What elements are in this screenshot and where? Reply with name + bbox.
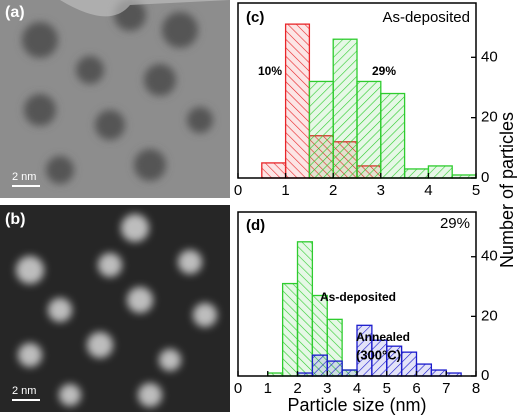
y-tick-label: 40 — [481, 48, 498, 65]
scale-label: 2 nm — [12, 171, 36, 183]
scale-label: 2 nm — [12, 385, 36, 397]
y-tick-label: 0 — [481, 169, 489, 186]
panel-label: (c) — [246, 9, 264, 26]
x-tick-label: 7 — [442, 380, 450, 397]
bar — [261, 162, 287, 179]
bar — [356, 80, 382, 179]
x-tick-label: 5 — [472, 182, 480, 199]
x-tick-label: 8 — [472, 380, 480, 397]
x-axis-label: Particle size (nm) — [287, 395, 426, 415]
x-tick-label: 1 — [264, 380, 272, 397]
bar — [403, 168, 430, 179]
micrograph-a — [0, 0, 230, 198]
x-tick-label: 4 — [424, 182, 432, 199]
series-label: As-deposited — [320, 290, 396, 304]
annotation: As-deposited — [382, 9, 470, 26]
bar — [341, 369, 358, 377]
y-tick-label: 20 — [481, 109, 498, 126]
series-label: 10% — [258, 64, 282, 78]
x-tick-label: 6 — [412, 380, 420, 397]
x-tick-label: 4 — [353, 380, 361, 397]
bar — [430, 369, 447, 377]
bar — [281, 282, 299, 377]
annotation: 29% — [440, 215, 470, 232]
series-label: 29% — [372, 64, 396, 78]
annotation: (300°C) — [356, 347, 401, 362]
bar — [296, 241, 314, 377]
bar — [380, 92, 406, 179]
y-tick-label: 40 — [481, 248, 498, 265]
panel-label: (d) — [246, 217, 265, 234]
x-tick-label: 5 — [383, 380, 391, 397]
x-tick-label: 2 — [293, 380, 301, 397]
x-tick-label: 1 — [281, 182, 289, 199]
x-tick-label: 0 — [234, 380, 242, 397]
x-tick-label: 2 — [329, 182, 337, 199]
bar — [284, 23, 311, 179]
bar — [311, 354, 328, 377]
bar — [308, 80, 334, 179]
bar — [326, 360, 343, 377]
micrograph-b — [0, 205, 230, 412]
x-tick-label: 3 — [377, 182, 385, 199]
series-label: Annealed — [356, 330, 410, 344]
x-tick-label: 0 — [234, 182, 242, 199]
bar — [427, 165, 453, 179]
plot-frame — [237, 2, 477, 179]
y-tick-label: 0 — [481, 367, 489, 384]
y-axis-label: Number of particles — [497, 112, 517, 268]
panel-label: (b) — [5, 211, 25, 228]
bar — [415, 363, 433, 377]
bar — [400, 351, 418, 377]
panel-label: (a) — [5, 4, 25, 21]
bar — [332, 38, 358, 179]
x-tick-label: 3 — [323, 380, 331, 397]
y-tick-label: 20 — [481, 307, 498, 324]
